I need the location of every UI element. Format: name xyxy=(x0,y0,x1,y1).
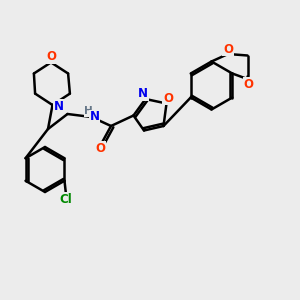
Text: O: O xyxy=(223,43,233,56)
Text: Cl: Cl xyxy=(60,193,72,206)
Text: N: N xyxy=(54,100,64,113)
Text: H: H xyxy=(84,106,93,116)
Text: O: O xyxy=(163,92,173,105)
Text: N: N xyxy=(138,87,148,100)
Text: O: O xyxy=(46,50,56,63)
Text: N: N xyxy=(89,110,100,124)
Text: O: O xyxy=(95,142,106,155)
Text: O: O xyxy=(244,78,254,91)
